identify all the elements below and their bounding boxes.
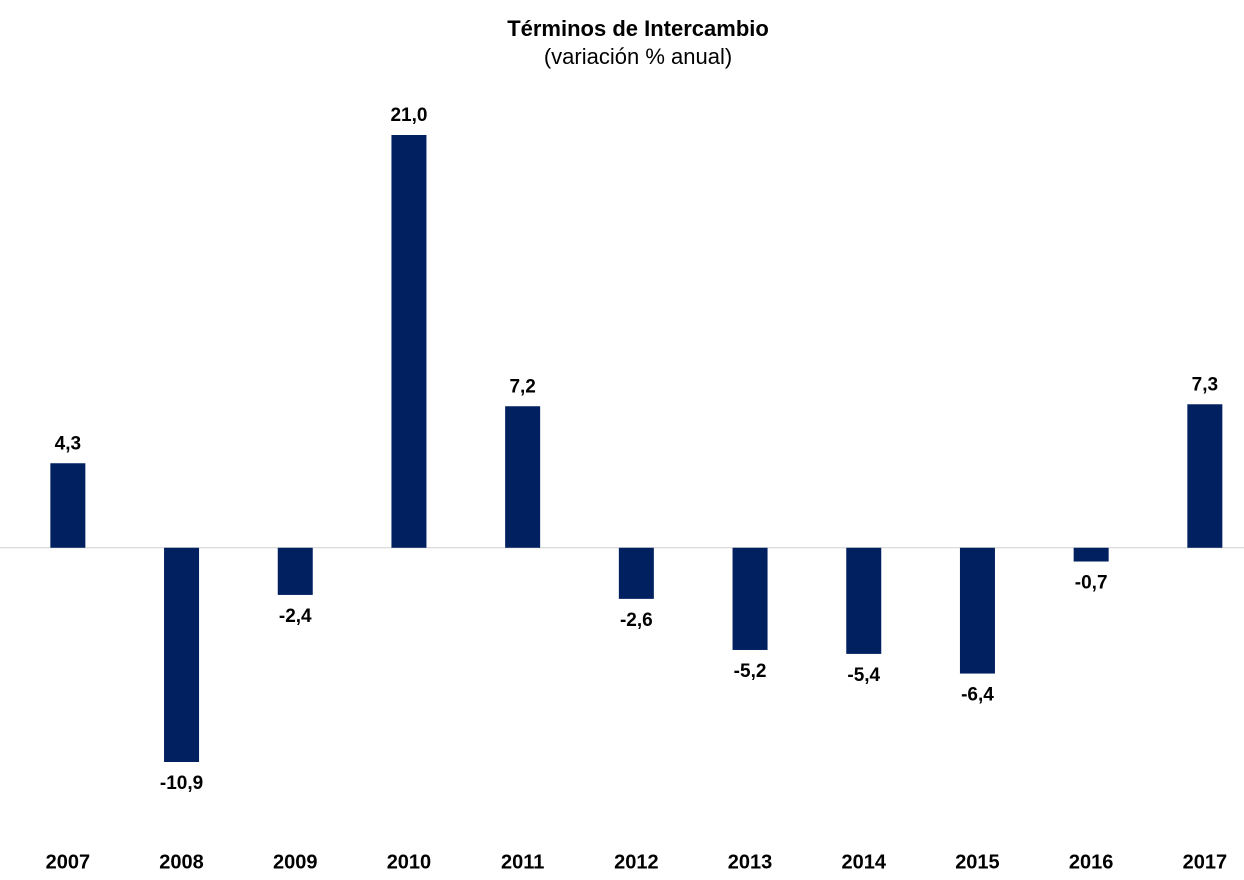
x-tick-label: 2014	[842, 851, 887, 873]
x-tick-label: 2008	[159, 851, 204, 873]
value-label: -10,9	[160, 773, 203, 794]
value-label: -5,2	[734, 661, 767, 682]
bar	[391, 135, 427, 548]
value-label: 4,3	[55, 433, 81, 454]
x-tick-label: 2007	[46, 851, 91, 873]
bar	[732, 547, 768, 650]
x-tick-label: 2015	[955, 851, 1000, 873]
bar	[277, 547, 313, 595]
x-tick-label: 2016	[1069, 851, 1114, 873]
value-label: -0,7	[1075, 573, 1108, 594]
value-label: -2,4	[279, 606, 312, 627]
bar	[618, 547, 654, 599]
value-label: 7,3	[1192, 374, 1218, 395]
x-tick-label: 2009	[273, 851, 318, 873]
value-label: 21,0	[390, 105, 427, 126]
value-label: -6,4	[961, 685, 994, 706]
value-label: 7,2	[509, 376, 535, 397]
bar	[846, 547, 882, 654]
x-tick-label: 2017	[1183, 851, 1228, 873]
bar	[164, 547, 200, 762]
bar	[959, 547, 995, 674]
x-tick-label: 2010	[387, 851, 432, 873]
chart-title: Términos de Intercambio	[507, 16, 769, 41]
x-tick-label: 2012	[614, 851, 659, 873]
x-tick-label: 2013	[728, 851, 773, 873]
bar	[1073, 547, 1109, 562]
value-label: -2,6	[620, 610, 653, 631]
bar	[1187, 404, 1223, 548]
x-tick-label: 2011	[501, 851, 544, 873]
value-label: -5,4	[847, 665, 880, 686]
bar	[50, 463, 86, 548]
chart-subtitle: (variación % anual)	[544, 44, 732, 69]
bar	[505, 406, 541, 548]
